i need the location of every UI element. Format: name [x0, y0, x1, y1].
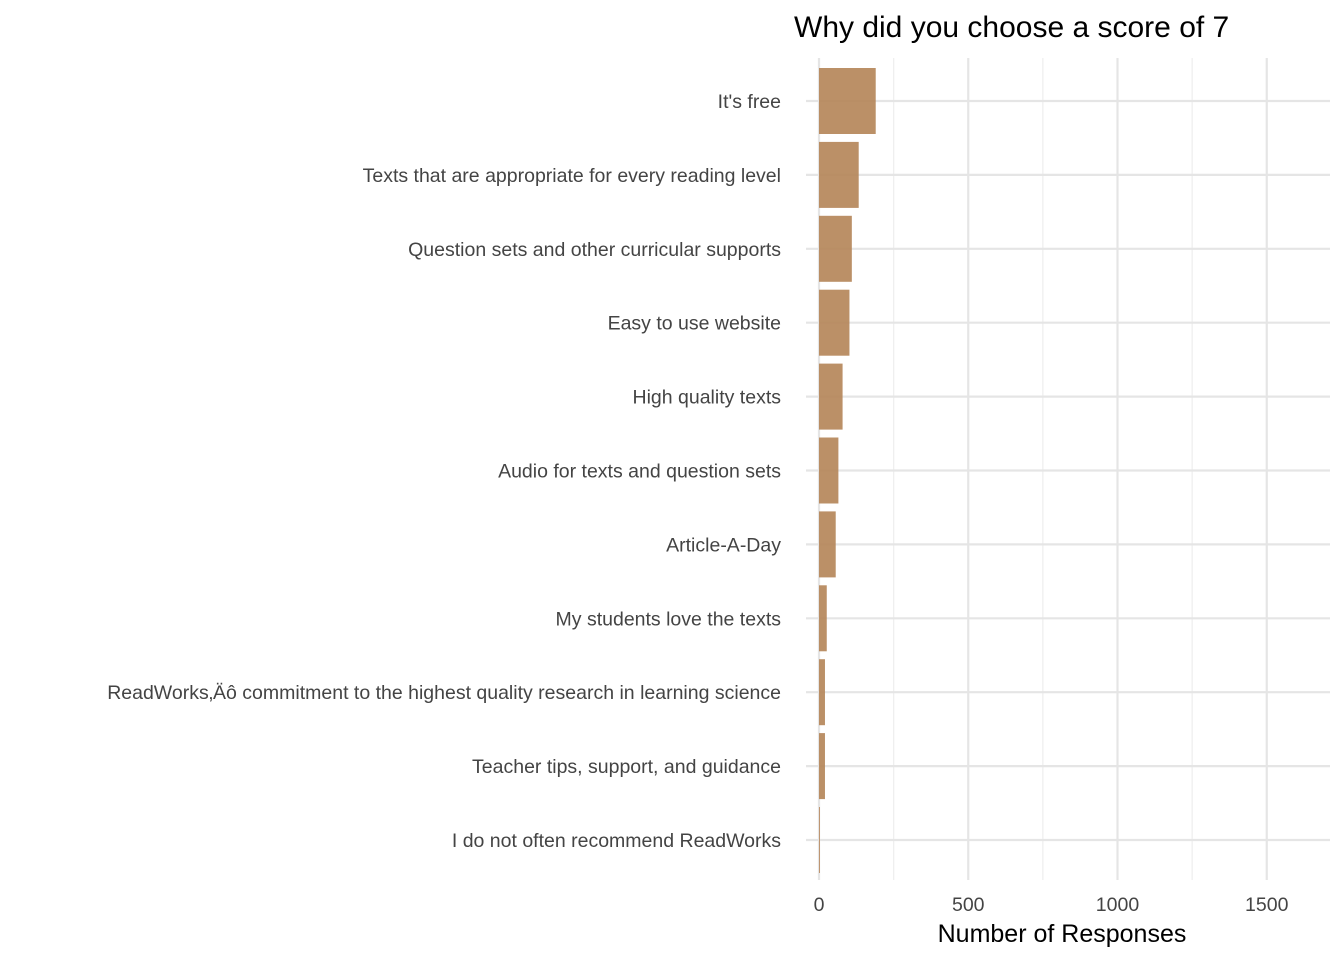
- category-label: My students love the texts: [556, 608, 782, 630]
- category-label: Question sets and other curricular suppo…: [408, 239, 781, 261]
- bar: [819, 437, 839, 504]
- bar: [819, 289, 850, 356]
- x-tick-label: 0: [814, 894, 825, 916]
- category-label: Teacher tips, support, and guidance: [472, 756, 781, 778]
- x-tick-label: 500: [952, 894, 985, 916]
- category-label: ReadWorks‚Äô commitment to the highest q…: [107, 682, 781, 704]
- bar: [819, 141, 859, 208]
- x-tick-labels: 0 500 1000 1500: [814, 894, 1289, 916]
- bar: [819, 733, 825, 800]
- bar: [819, 68, 876, 134]
- category-label: Texts that are appropriate for every rea…: [363, 165, 781, 187]
- x-tick-label: 1000: [1096, 894, 1140, 916]
- x-tick-label: 1500: [1245, 894, 1289, 916]
- category-label: Easy to use website: [608, 313, 781, 335]
- category-label: Article-A-Day: [666, 534, 781, 556]
- bar: [819, 585, 827, 652]
- bar: [819, 511, 836, 578]
- grid: [806, 58, 1330, 880]
- x-axis-title: Number of Responses: [938, 920, 1187, 948]
- category-labels: It's free Texts that are appropriate for …: [107, 91, 781, 852]
- bar: [819, 215, 852, 282]
- bar: [819, 807, 820, 873]
- bar: [819, 363, 843, 430]
- category-label: Audio for texts and question sets: [498, 461, 781, 483]
- category-label: I do not often recommend ReadWorks: [452, 830, 781, 852]
- chart-title: Why did you choose a score of 7: [794, 11, 1229, 44]
- bars: [819, 68, 876, 873]
- category-label: High quality texts: [633, 387, 782, 409]
- bar: [819, 659, 825, 726]
- category-label: It's free: [718, 91, 781, 113]
